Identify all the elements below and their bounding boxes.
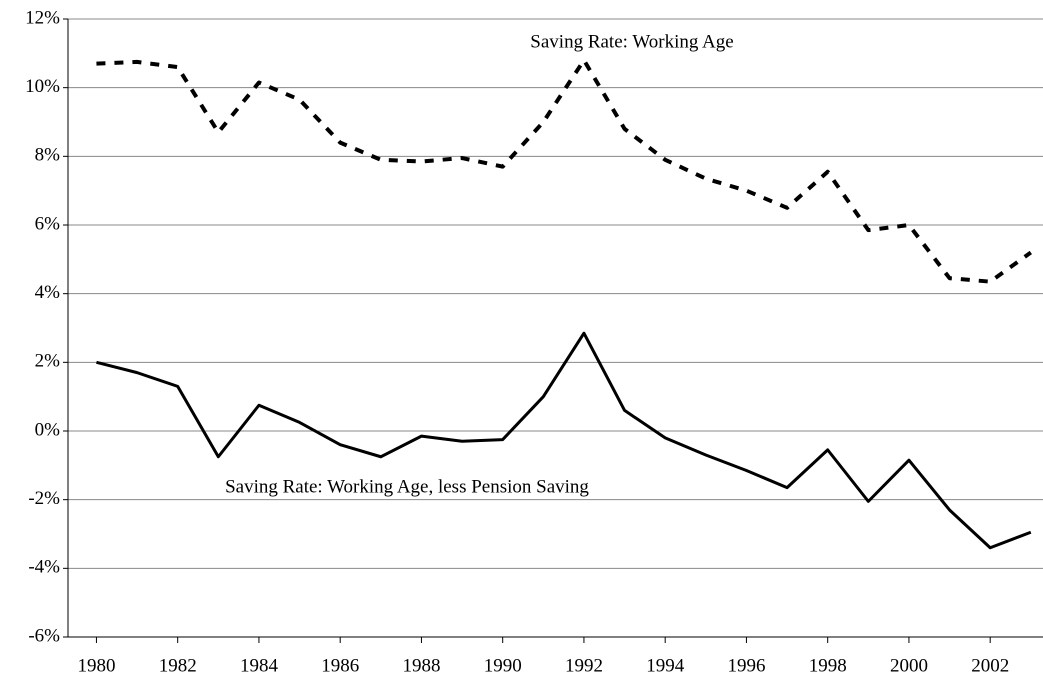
series-annotation: Saving Rate: Working Age, less Pension S… [225,476,589,497]
y-tick-label: 10% [25,76,60,97]
y-tick-label: -2% [28,488,60,509]
x-tick-label: 1998 [809,655,847,676]
y-tick-label: -6% [28,625,60,646]
x-tick-label: 2000 [890,655,928,676]
x-tick-label: 1996 [727,655,765,676]
x-tick-label: 1990 [484,655,522,676]
y-tick-label: 8% [35,145,61,166]
x-tick-label: 1992 [565,655,603,676]
x-tick-label: 1984 [240,655,279,676]
x-tick-label: 1994 [646,655,685,676]
y-tick-label: 2% [35,351,61,372]
x-tick-label: 2002 [971,655,1009,676]
x-tick-label: 1986 [321,655,359,676]
y-tick-label: -4% [28,557,60,578]
y-tick-label: 0% [35,419,61,440]
y-tick-label: 6% [35,213,61,234]
x-tick-label: 1988 [402,655,440,676]
x-tick-label: 1980 [77,655,115,676]
series-annotation: Saving Rate: Working Age [530,31,733,52]
y-tick-label: 4% [35,282,61,303]
y-tick-label: 12% [25,7,60,28]
x-tick-label: 1982 [159,655,197,676]
series-line [96,58,1032,284]
series-line [96,331,1032,550]
